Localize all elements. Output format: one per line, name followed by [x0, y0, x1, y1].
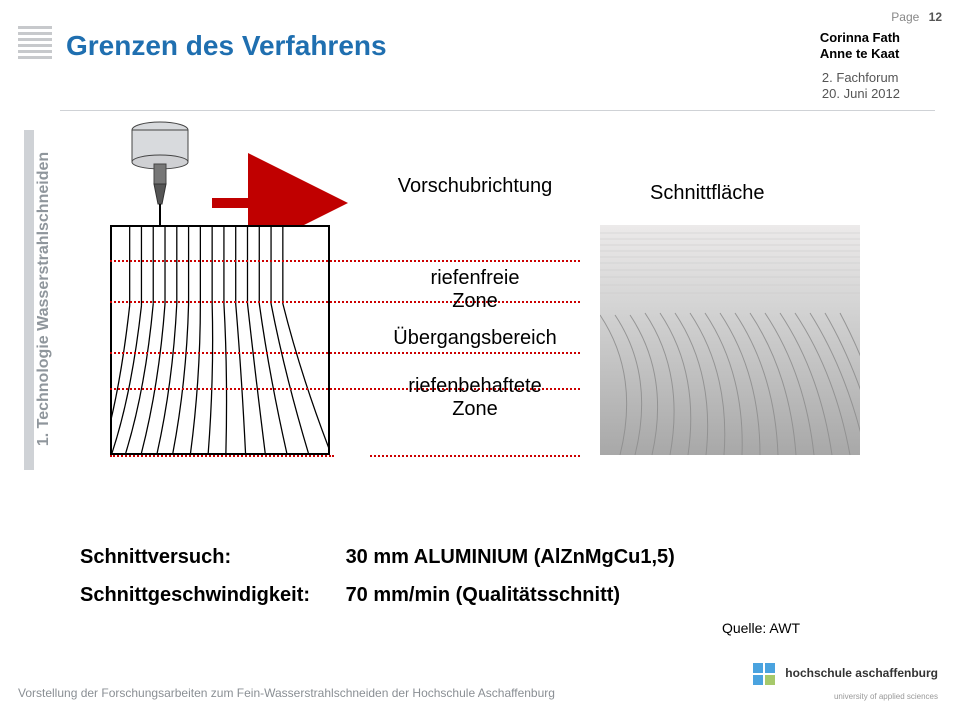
cut-surface-label: Schnittfläche	[650, 182, 765, 205]
university-logo: hochschule aschaffenburg university of a…	[750, 660, 938, 702]
page-num-value: 12	[929, 10, 942, 24]
feed-arrow	[210, 190, 340, 221]
cut-surface-image	[600, 225, 860, 455]
footer-text: Vorstellung der Forschungsarbeiten zum F…	[18, 686, 555, 700]
logo-sub: university of applied sciences	[834, 692, 938, 701]
dash-line-5b	[370, 455, 580, 457]
page-number: Page 12	[891, 10, 942, 24]
speed-value: 70 mm/min (Qualitätsschnitt)	[346, 584, 621, 606]
section-tab-label: 1. Technologie Wasserstrahlschneiden	[35, 139, 53, 459]
zone-riefenfrei: riefenfreie Zone	[360, 267, 590, 313]
dash-line-1	[110, 260, 580, 262]
dash-line-5	[110, 455, 334, 457]
trial-label: Schnittversuch:	[80, 540, 340, 574]
event-line-2: 20. Juni 2012	[822, 86, 900, 102]
logo-main: hochschule aschaffenburg	[785, 666, 938, 680]
authors: Corinna Fath Anne te Kaat	[820, 30, 900, 63]
decorative-stripes	[18, 26, 52, 62]
source-label: Quelle: AWT	[722, 620, 800, 636]
diagram: Strahlrichtung	[80, 120, 900, 490]
feed-label: Vorschubrichtung	[360, 175, 590, 198]
experiment-info: Schnittversuch: 30 mm ALUMINIUM (AlZnMgC…	[80, 540, 675, 616]
header-rule	[60, 110, 935, 111]
dash-line-3	[110, 352, 580, 354]
event-line-1: 2. Fachforum	[822, 70, 900, 86]
section-tab: 1. Technologie Wasserstrahlschneiden	[24, 130, 48, 470]
author-2: Anne te Kaat	[820, 46, 900, 62]
zone-uebergang: Übergangsbereich	[360, 327, 590, 350]
speed-label: Schnittgeschwindigkeit:	[80, 578, 340, 612]
author-1: Corinna Fath	[820, 30, 900, 46]
event-info: 2. Fachforum 20. Juni 2012	[822, 70, 900, 103]
nozzle-icon	[120, 120, 200, 240]
zone-riefenbehaftet: riefenbehaftete Zone	[360, 375, 590, 421]
trial-value: 30 mm ALUMINIUM (AlZnMgCu1,5)	[346, 546, 675, 568]
page-title: Grenzen des Verfahrens	[66, 30, 387, 62]
page-label: Page	[891, 10, 919, 24]
